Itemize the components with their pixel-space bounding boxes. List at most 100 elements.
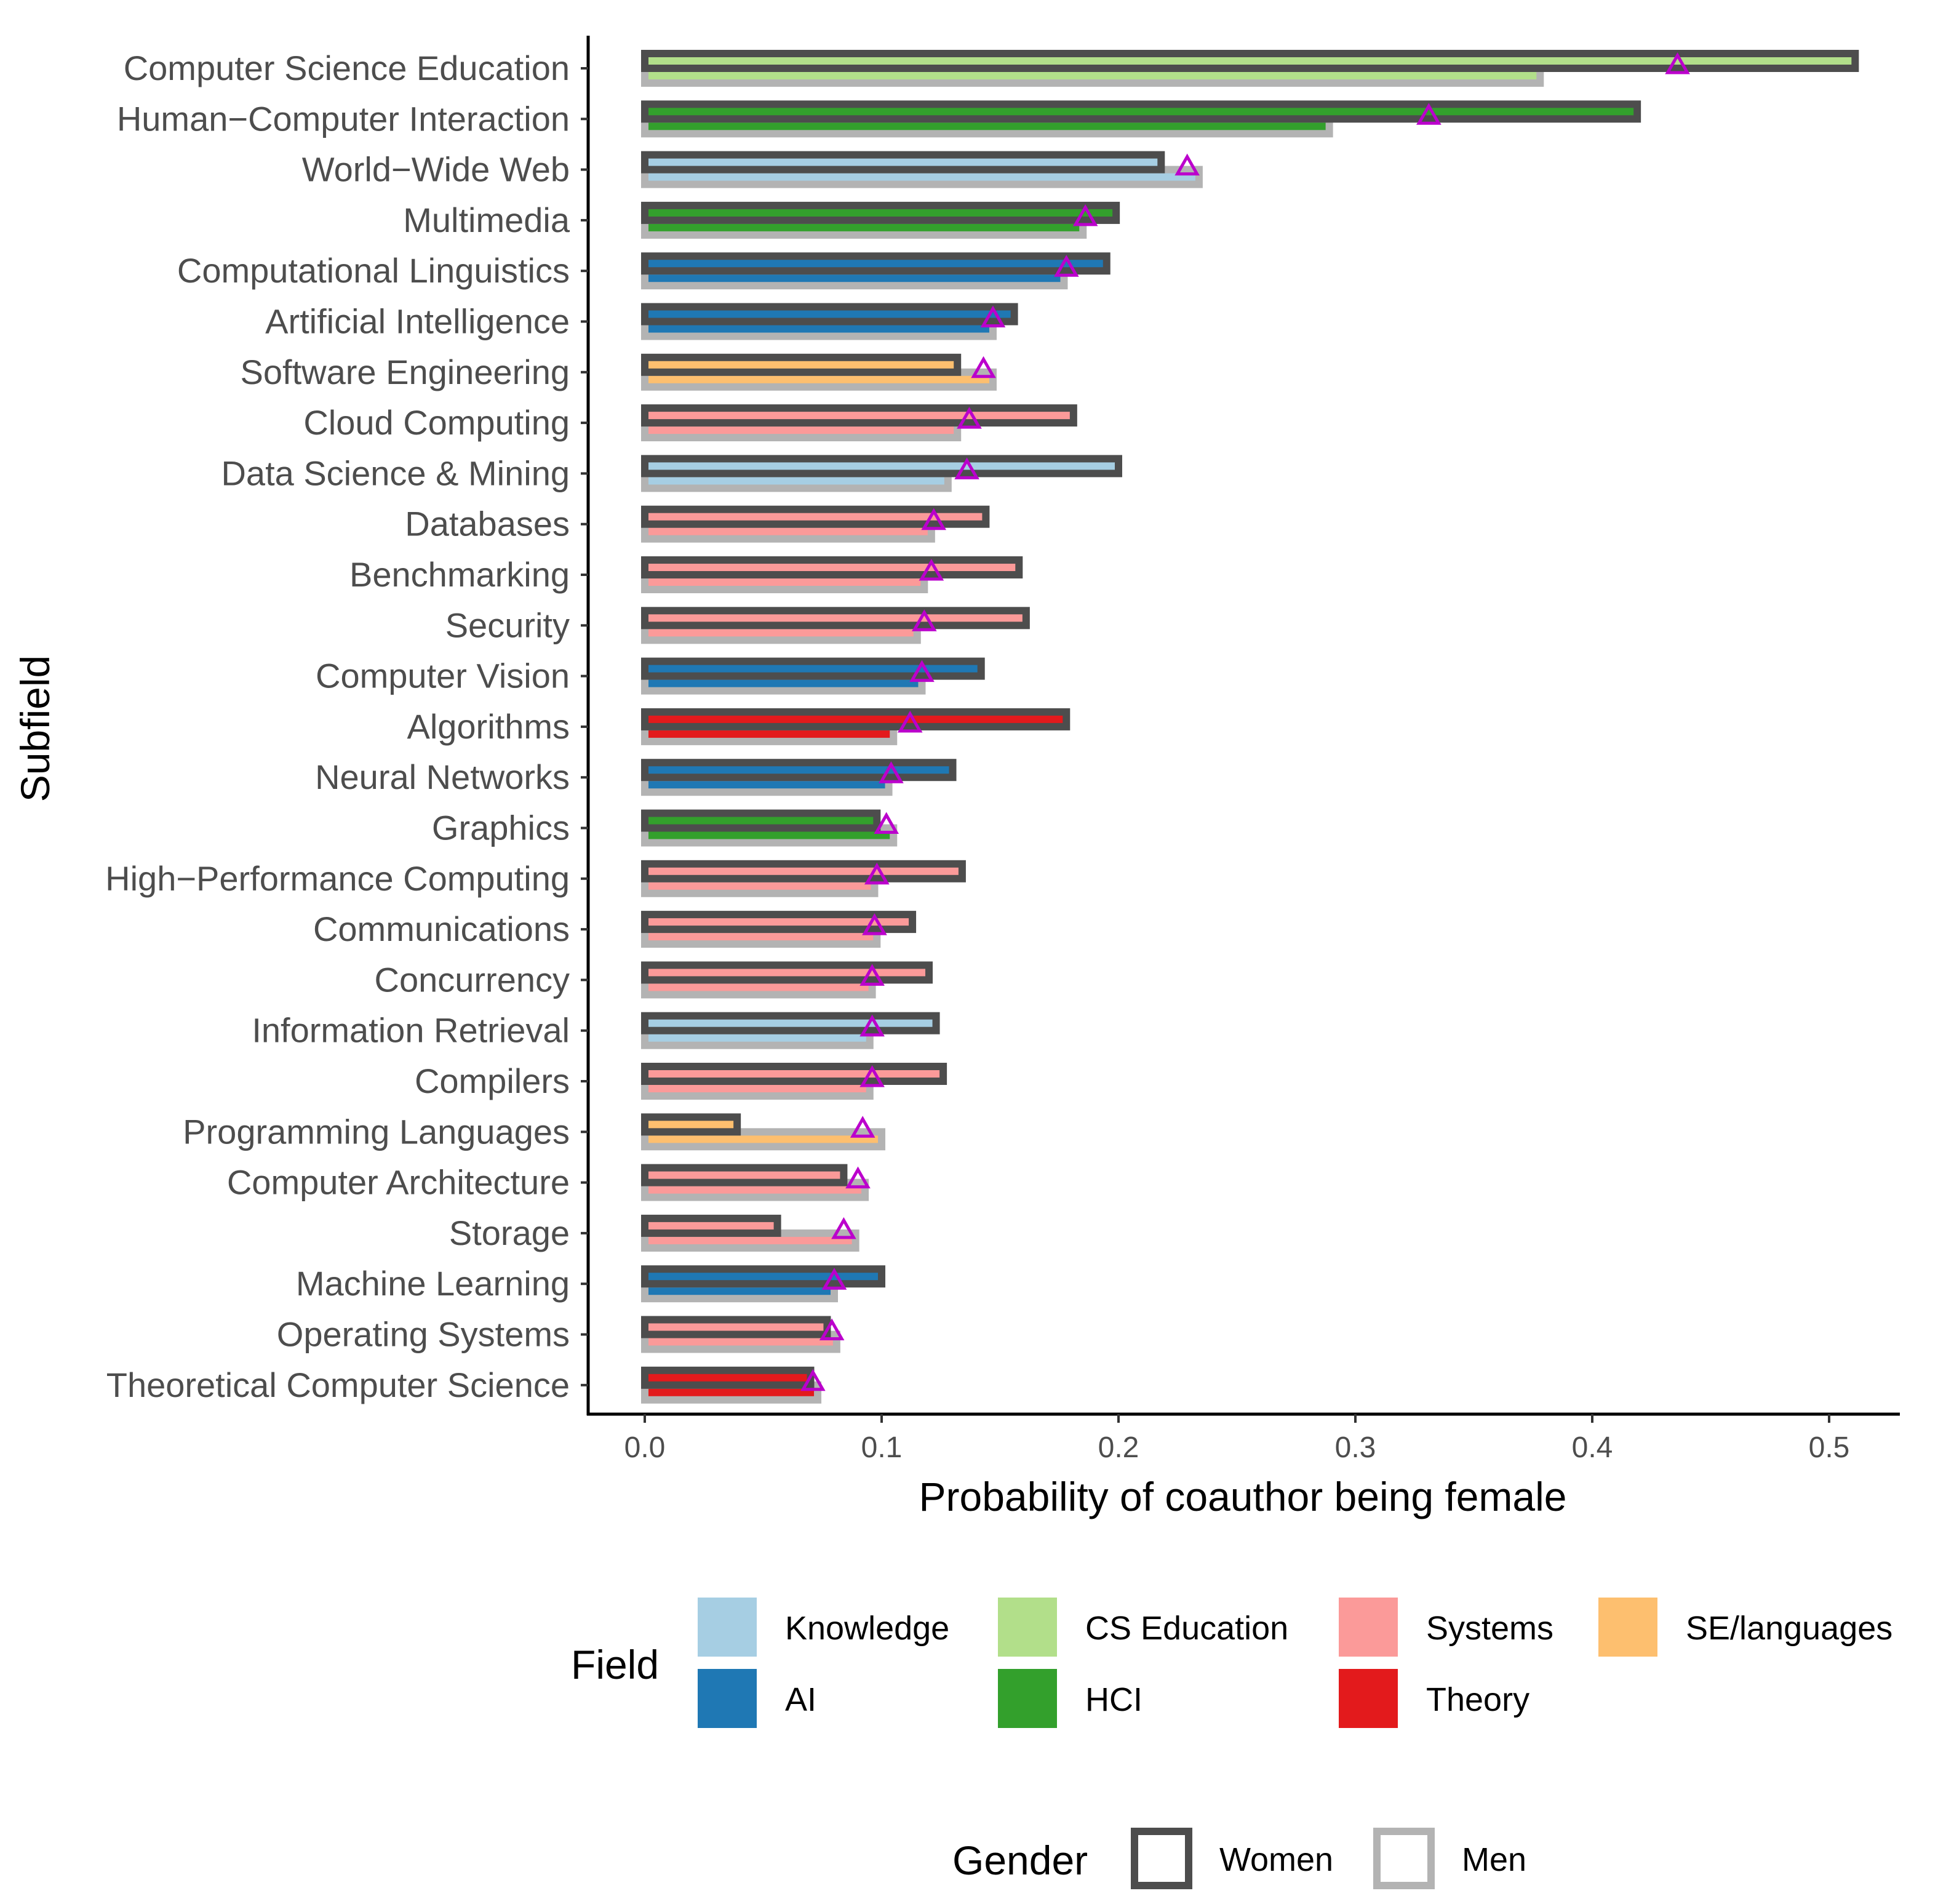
y-tick-label: Algorithms — [407, 707, 570, 746]
legend-label: AI — [785, 1681, 816, 1718]
legend-swatch — [1373, 1828, 1435, 1889]
legend-swatch — [1339, 1598, 1398, 1657]
bar-women — [641, 455, 1122, 478]
bar-women — [641, 860, 966, 882]
marker-triangle — [971, 356, 996, 378]
bar-women — [641, 100, 1641, 123]
bar-women — [641, 1113, 741, 1136]
y-tick-label: World−Wide Web — [302, 150, 570, 189]
y-tick-label: Data Science & Mining — [221, 454, 570, 492]
marker-triangle — [859, 1065, 885, 1087]
marker-triangle — [845, 1166, 871, 1189]
marker-triangle — [1174, 153, 1200, 176]
legend-gender-title: Gender — [952, 1838, 1088, 1883]
bar-women — [641, 1063, 947, 1085]
bar-women — [641, 1316, 831, 1338]
y-tick-label: Computer Vision — [316, 657, 570, 695]
marker-triangle — [1053, 255, 1079, 277]
x-tick-label: 0.0 — [624, 1431, 666, 1464]
legend-label: Men — [1462, 1841, 1526, 1878]
legend-swatch — [698, 1669, 757, 1728]
marker-triangle — [911, 609, 937, 631]
bar-women — [641, 1012, 940, 1034]
y-tick-label: Human−Computer Interaction — [117, 99, 570, 138]
marker-triangle — [831, 1217, 856, 1239]
marker-triangle — [859, 1014, 885, 1037]
y-tick-label: Multimedia — [403, 201, 570, 239]
marker-triangle — [850, 1116, 875, 1138]
marker-triangle — [919, 558, 944, 581]
y-tick-label: Operating Systems — [277, 1315, 570, 1354]
bar-women — [641, 1214, 781, 1237]
y-tick-label: Neural Networks — [315, 758, 570, 796]
bar-women — [641, 303, 1018, 326]
y-tick-label: Concurrency — [375, 960, 570, 999]
y-tick-label: Benchmarking — [349, 555, 570, 594]
y-tick-label: Software Engineering — [241, 353, 570, 391]
x-tick-label: 0.5 — [1809, 1431, 1850, 1464]
x-ticks: 0.0 0.1 0.2 0.3 0.4 0.5 — [624, 1414, 1850, 1464]
y-axis-title: Subfield — [12, 655, 58, 802]
bar-women — [641, 252, 1111, 275]
y-tick-label: Storage — [449, 1214, 570, 1252]
marker-triangle — [874, 812, 899, 834]
y-tick-label: Computer Architecture — [227, 1163, 570, 1202]
y-tick-label: Cloud Computing — [303, 403, 570, 442]
marker-triangle — [859, 964, 885, 986]
y-tick-label: Artificial Intelligence — [265, 302, 570, 341]
marker-triangle — [980, 305, 1006, 327]
bar-women — [641, 809, 881, 832]
marker-triangle — [897, 710, 923, 733]
bars-layer — [641, 50, 1859, 1404]
marker-triangle — [821, 1268, 847, 1290]
y-tick-label: Communications — [313, 910, 570, 948]
y-tick-label: Databases — [405, 505, 570, 543]
legend-swatch — [998, 1669, 1057, 1728]
legend-label: CS Education — [1085, 1610, 1288, 1647]
legend-swatch — [998, 1598, 1057, 1657]
legend-swatch — [1598, 1598, 1657, 1657]
y-tick-label: Computational Linguistics — [177, 251, 570, 290]
x-tick-label: 0.1 — [861, 1431, 903, 1464]
marker-triangle — [1416, 103, 1442, 125]
legend-field: Field Knowledge AI CS Education HCI Systems T… — [571, 1598, 1892, 1728]
legend-label: Systems — [1426, 1610, 1553, 1647]
y-tick-label: Graphics — [432, 809, 570, 847]
y-tick-label: Machine Learning — [296, 1264, 570, 1303]
legend-swatch — [1339, 1669, 1398, 1728]
bar-women — [641, 353, 962, 376]
x-tick-label: 0.3 — [1335, 1431, 1376, 1464]
legend-label: Women — [1219, 1841, 1333, 1878]
legend-swatch — [1131, 1828, 1192, 1889]
marker-triangle — [862, 913, 887, 935]
legend-label: SE/languages — [1686, 1610, 1892, 1647]
x-axis-title: Probability of coauthor being female — [919, 1474, 1567, 1519]
marker-triangle — [1665, 52, 1690, 74]
bar-women — [641, 1265, 885, 1288]
marker-triangle — [921, 508, 947, 530]
bar-women — [641, 961, 933, 984]
y-tick-label: Programming Languages — [183, 1112, 570, 1151]
marker-triangle — [909, 660, 935, 682]
legend-swatch — [698, 1598, 757, 1657]
x-tick-label: 0.4 — [1572, 1431, 1613, 1464]
bar-women — [641, 911, 917, 934]
legend-label: HCI — [1085, 1681, 1142, 1718]
y-tick-label: Theoretical Computer Science — [106, 1366, 570, 1404]
marker-triangle — [879, 761, 904, 783]
y-tick-label: High−Performance Computing — [105, 859, 570, 898]
marker-triangle — [954, 457, 979, 479]
markers-layer — [800, 52, 1690, 1391]
bar-women — [641, 50, 1859, 72]
bar-women — [641, 201, 1120, 224]
marker-triangle — [819, 1318, 845, 1340]
bar-women — [641, 151, 1165, 174]
legend-field-title: Field — [571, 1642, 659, 1687]
bar-women — [641, 607, 1030, 630]
marker-triangle — [1072, 204, 1098, 226]
y-tick-label: Compilers — [415, 1062, 570, 1100]
bar-women — [641, 708, 1071, 730]
bar-women — [641, 404, 1077, 427]
x-tick-label: 0.2 — [1098, 1431, 1139, 1464]
